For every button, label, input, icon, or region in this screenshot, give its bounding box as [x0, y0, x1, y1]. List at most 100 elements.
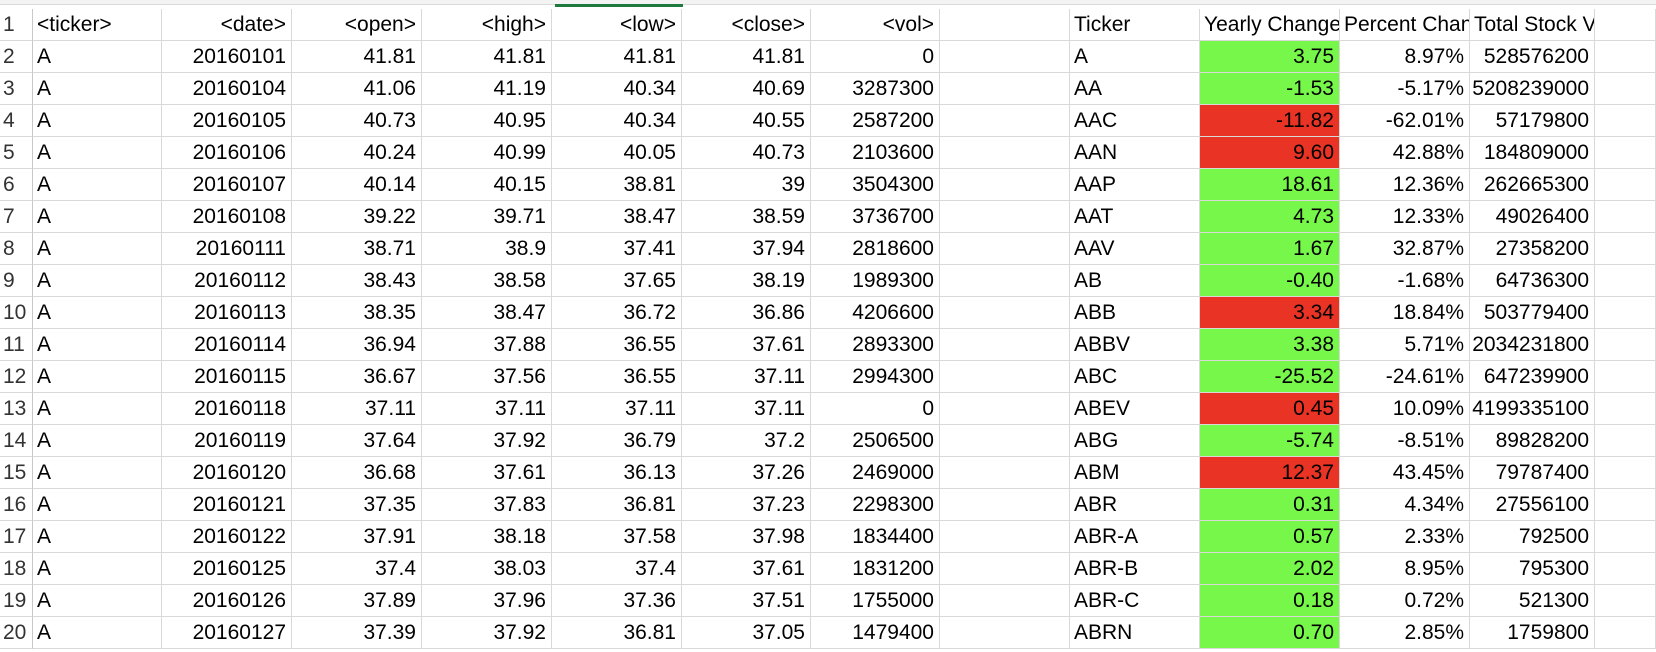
cell-ticker[interactable]: A [33, 297, 162, 329]
cell-high[interactable]: 38.58 [422, 265, 552, 297]
cell[interactable] [940, 553, 1070, 585]
cell-close[interactable]: 37.26 [682, 457, 811, 489]
cell-date[interactable]: 20160115 [162, 361, 292, 393]
header-cell-open[interactable]: <open> [292, 9, 422, 41]
cell-close[interactable]: 37.61 [682, 553, 811, 585]
cell-low[interactable]: 36.79 [552, 425, 682, 457]
cell-close[interactable]: 37.61 [682, 329, 811, 361]
yearly-change-cell[interactable]: 3.38 [1200, 329, 1340, 361]
cell-high[interactable]: 37.11 [422, 393, 552, 425]
cell-high[interactable]: 37.56 [422, 361, 552, 393]
percent-change-cell[interactable]: 10.09% [1340, 393, 1470, 425]
cell[interactable] [940, 201, 1070, 233]
cell-high[interactable]: 38.18 [422, 521, 552, 553]
cell-high[interactable]: 41.81 [422, 41, 552, 73]
summary-ticker[interactable]: AA [1070, 73, 1200, 105]
percent-change-cell[interactable]: 43.45% [1340, 457, 1470, 489]
cell-ticker[interactable]: A [33, 457, 162, 489]
cell-vol[interactable]: 1479400 [811, 617, 940, 649]
cell-vol[interactable]: 1834400 [811, 521, 940, 553]
total-volume-cell[interactable]: 503779400 [1470, 297, 1595, 329]
cell-low[interactable]: 36.55 [552, 361, 682, 393]
cell-ticker[interactable]: A [33, 329, 162, 361]
cell-close[interactable]: 38.59 [682, 201, 811, 233]
total-volume-cell[interactable]: 79787400 [1470, 457, 1595, 489]
cell-vol[interactable]: 2469000 [811, 457, 940, 489]
yearly-change-cell[interactable]: 1.67 [1200, 233, 1340, 265]
row-number[interactable]: 20 [0, 617, 33, 649]
cell-low[interactable]: 36.81 [552, 617, 682, 649]
cell-ticker[interactable]: A [33, 425, 162, 457]
cell-date[interactable]: 20160106 [162, 137, 292, 169]
cell-ticker[interactable]: A [33, 265, 162, 297]
yearly-change-cell[interactable]: 9.60 [1200, 137, 1340, 169]
summary-header-total-stock-volume[interactable]: Total Stock Volume [1470, 9, 1595, 41]
cell-low[interactable]: 36.55 [552, 329, 682, 361]
cell[interactable] [1595, 521, 1656, 553]
cell[interactable] [1595, 617, 1656, 649]
cell-low[interactable]: 38.81 [552, 169, 682, 201]
summary-header-ticker[interactable]: Ticker [1070, 9, 1200, 41]
cell-date[interactable]: 20160127 [162, 617, 292, 649]
yearly-change-cell[interactable]: 0.18 [1200, 585, 1340, 617]
cell-open[interactable]: 37.39 [292, 617, 422, 649]
cell-ticker[interactable]: A [33, 489, 162, 521]
cell-ticker[interactable]: A [33, 105, 162, 137]
cell-open[interactable]: 38.43 [292, 265, 422, 297]
cell-low[interactable]: 40.05 [552, 137, 682, 169]
cell-high[interactable]: 39.71 [422, 201, 552, 233]
row-number[interactable]: 8 [0, 233, 33, 265]
cell-high[interactable]: 37.92 [422, 425, 552, 457]
cell-ticker[interactable]: A [33, 73, 162, 105]
percent-change-cell[interactable]: 2.85% [1340, 617, 1470, 649]
row-number[interactable]: 7 [0, 201, 33, 233]
yearly-change-cell[interactable]: 0.45 [1200, 393, 1340, 425]
cell-ticker[interactable]: A [33, 617, 162, 649]
cell-low[interactable]: 40.34 [552, 105, 682, 137]
cell-vol[interactable]: 0 [811, 41, 940, 73]
cell-vol[interactable]: 2506500 [811, 425, 940, 457]
cell-close[interactable]: 37.98 [682, 521, 811, 553]
total-volume-cell[interactable]: 57179800 [1470, 105, 1595, 137]
cell-date[interactable]: 20160111 [162, 233, 292, 265]
cell-vol[interactable]: 3287300 [811, 73, 940, 105]
cell-open[interactable]: 37.4 [292, 553, 422, 585]
total-volume-cell[interactable]: 795300 [1470, 553, 1595, 585]
row-number[interactable]: 17 [0, 521, 33, 553]
cell-low[interactable]: 37.65 [552, 265, 682, 297]
cell[interactable] [1595, 489, 1656, 521]
summary-ticker[interactable]: AAN [1070, 137, 1200, 169]
row-number[interactable]: 16 [0, 489, 33, 521]
yearly-change-cell[interactable]: 3.34 [1200, 297, 1340, 329]
cell[interactable] [1595, 297, 1656, 329]
yearly-change-cell[interactable]: -5.74 [1200, 425, 1340, 457]
cell-open[interactable]: 36.94 [292, 329, 422, 361]
cell-high[interactable]: 38.47 [422, 297, 552, 329]
percent-change-cell[interactable]: 8.97% [1340, 41, 1470, 73]
cell-date[interactable]: 20160101 [162, 41, 292, 73]
cell[interactable] [940, 9, 1070, 41]
cell-vol[interactable]: 4206600 [811, 297, 940, 329]
cell-low[interactable]: 37.11 [552, 393, 682, 425]
cell-vol[interactable]: 2893300 [811, 329, 940, 361]
cell-date[interactable]: 20160126 [162, 585, 292, 617]
cell-open[interactable]: 39.22 [292, 201, 422, 233]
cell-high[interactable]: 37.88 [422, 329, 552, 361]
cell-ticker[interactable]: A [33, 137, 162, 169]
percent-change-cell[interactable]: 18.84% [1340, 297, 1470, 329]
cell-open[interactable]: 36.68 [292, 457, 422, 489]
summary-ticker[interactable]: ABM [1070, 457, 1200, 489]
cell-high[interactable]: 38.03 [422, 553, 552, 585]
cell-open[interactable]: 36.67 [292, 361, 422, 393]
cell-vol[interactable]: 2103600 [811, 137, 940, 169]
cell-low[interactable]: 40.34 [552, 73, 682, 105]
cell-vol[interactable]: 2298300 [811, 489, 940, 521]
cell-date[interactable]: 20160105 [162, 105, 292, 137]
cell-low[interactable]: 37.36 [552, 585, 682, 617]
cell[interactable] [1595, 553, 1656, 585]
total-volume-cell[interactable]: 1759800 [1470, 617, 1595, 649]
cell-close[interactable]: 40.55 [682, 105, 811, 137]
cell-close[interactable]: 37.11 [682, 361, 811, 393]
cell-vol[interactable]: 2994300 [811, 361, 940, 393]
